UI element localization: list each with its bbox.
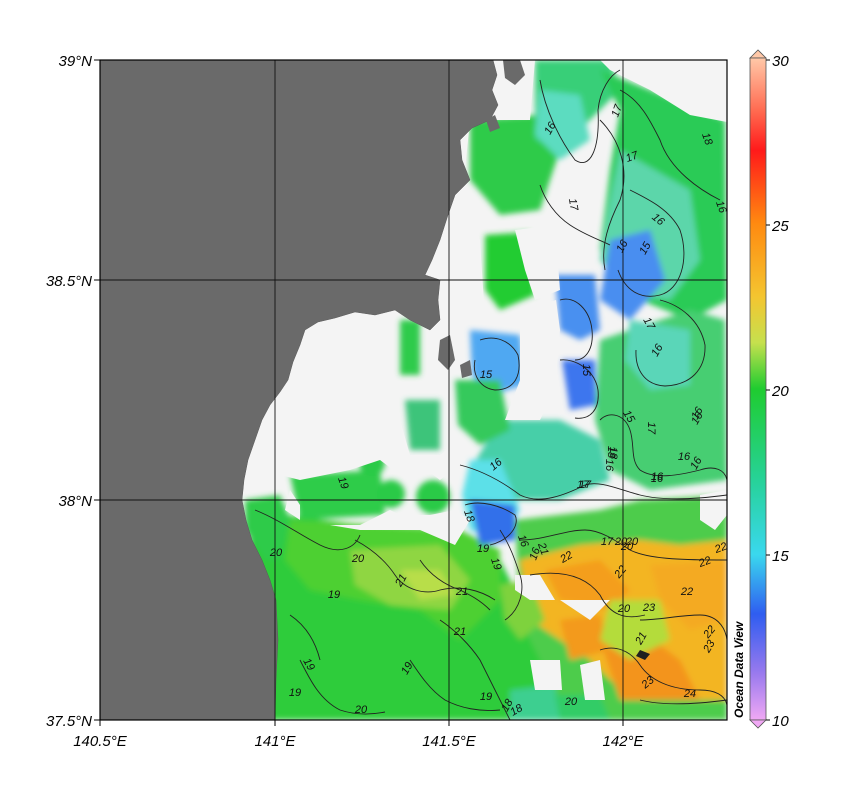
map-plot-area [100,60,727,720]
contour-label: 19 [328,589,340,601]
contour-label: 20 [625,536,639,548]
contour-label: 16 [713,199,729,215]
contour-label: 15 [580,364,592,377]
plot-frame [99,59,728,721]
lon-label-140-5: 140.5°E [73,733,128,750]
colorbar-tick-15: 15 [772,548,789,565]
colorbar-bottom-arrow [749,719,767,729]
contour-label: 21 [535,540,551,557]
contour-label: 20 [617,603,631,615]
contour-label: 17 [609,102,625,118]
contour-label: 15 [480,369,493,381]
lat-label-37-5: 37.5°N [46,713,92,730]
lon-labels: 140.5°E 141°E 141.5°E 142°E [73,733,644,750]
contour-label: 17 [566,197,580,212]
contour-label: 19 [300,656,317,673]
contour-label: 21 [633,630,650,647]
contour-label: 20 [354,704,368,716]
contour-label: 21 [453,626,466,638]
contour-label: 19 [488,556,503,572]
colorbar: 30 25 20 15 10 Ocean Data View [732,49,789,730]
contour-label: 20 [351,553,365,565]
odv-watermark: Ocean Data View [732,621,746,718]
contour-label: 16 [651,473,664,485]
colorbar-gradient [749,57,767,721]
contour-label: 17 [577,479,590,491]
contour-label: 16 [527,545,543,561]
contour-label: 16 [603,459,615,472]
contour-label: 24 [683,688,696,700]
isotherm-contours [254,69,727,720]
contour-label: 22 [680,586,693,598]
contour-label: 17 [601,536,614,548]
colorbar-tick-10: 10 [772,713,789,730]
contour-label: 17 [624,149,640,165]
contour-label: 16 [515,533,531,549]
axis-ticks [94,59,624,726]
contour-label: 22 [557,549,574,566]
contour-label: 20 [564,696,578,708]
contour-label: 21 [393,572,410,589]
contour-label: 19 [335,475,350,491]
contour-label: 16 [651,471,664,483]
colorbar-tick-25: 25 [771,218,789,235]
lat-label-38-5: 38.5°N [46,273,92,290]
lon-label-141-5: 141.5°E [422,733,477,750]
contour-label: 20 [614,536,628,548]
contour-label: 20 [269,547,283,559]
contour-label: 19 [480,691,492,703]
colorbar-tick-20: 20 [771,383,789,400]
land-area [100,60,499,720]
contour-label: 17 [645,422,657,435]
contour-label: 16 [678,451,691,463]
contour-label: 22 [696,554,713,570]
lon-label-141: 141°E [254,733,296,750]
contour-label: 18 [699,131,715,147]
lat-labels: 39°N 38.5°N 38°N 37.5°N [46,53,92,730]
contour-label: 18 [461,508,477,524]
lat-label-39: 39°N [58,53,92,70]
colorbar-tick-30: 30 [772,53,789,70]
map-grid [100,60,727,720]
colorbar-top-arrow [749,49,767,59]
lat-label-38: 38°N [58,493,92,510]
contour-label: 18 [605,446,617,459]
contour-label: 17 [579,479,592,491]
contour-label: 22 [712,540,729,556]
contour-label: 19 [399,660,416,677]
contour-label: 21 [455,586,468,598]
contour-label: 19 [477,543,489,555]
contour-label: 18 [607,447,619,460]
contour-label: 19 [289,687,301,699]
contour-label: 23 [642,602,656,614]
lon-label-142: 142°E [602,733,644,750]
contour-label: 20 [620,541,634,553]
